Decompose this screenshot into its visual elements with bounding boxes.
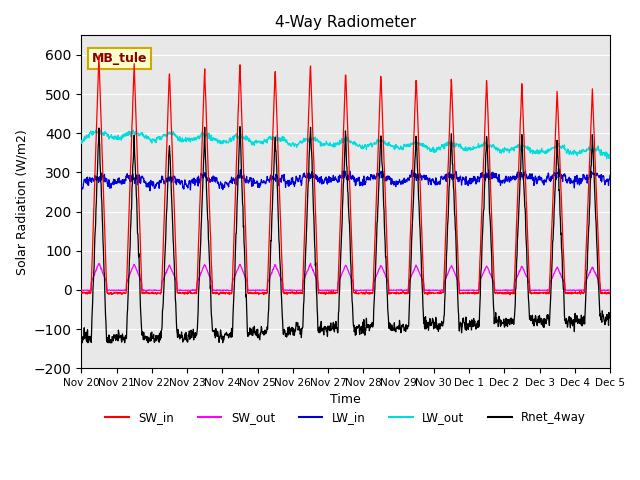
Y-axis label: Solar Radiation (W/m2): Solar Radiation (W/m2) xyxy=(15,129,28,275)
Text: MB_tule: MB_tule xyxy=(92,52,147,65)
X-axis label: Time: Time xyxy=(330,394,361,407)
Title: 4-Way Radiometer: 4-Way Radiometer xyxy=(275,15,416,30)
Legend: SW_in, SW_out, LW_in, LW_out, Rnet_4way: SW_in, SW_out, LW_in, LW_out, Rnet_4way xyxy=(100,407,591,429)
